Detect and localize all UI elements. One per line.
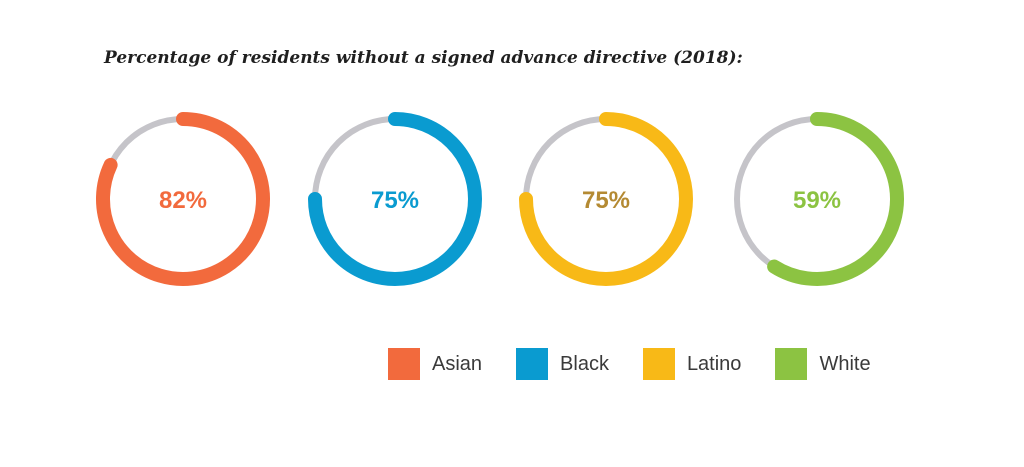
percent-label-white: 59%: [793, 187, 841, 214]
legend-label-latino: Latino: [686, 352, 742, 375]
percent-label-latino: 75%: [582, 187, 630, 214]
chart-title: Percentage of residents without a signed…: [104, 48, 743, 68]
ring-arc-latino: [519, 112, 693, 286]
legend-item-black: Black: [516, 348, 609, 380]
legend-swatch-white: [775, 348, 808, 380]
percent-label-black: 75%: [371, 187, 419, 214]
ring-arc-asian: [96, 112, 270, 286]
legend: Asian Black Latino White: [388, 348, 871, 380]
legend-label-white: White: [819, 352, 871, 375]
legend-item-white: White: [775, 348, 871, 380]
legend-label-black: Black: [560, 352, 609, 375]
percent-label-asian: 82%: [159, 187, 207, 214]
legend-swatch-latino: [642, 348, 675, 380]
legend-swatch-black: [516, 348, 549, 380]
legend-item-asian: Asian: [388, 348, 482, 380]
ring-arc-white: [767, 112, 904, 286]
legend-item-latino: Latino: [642, 348, 742, 380]
legend-label-asian: Asian: [432, 352, 483, 375]
legend-swatch-asian: [388, 348, 420, 380]
ring-arc-black: [308, 112, 482, 286]
